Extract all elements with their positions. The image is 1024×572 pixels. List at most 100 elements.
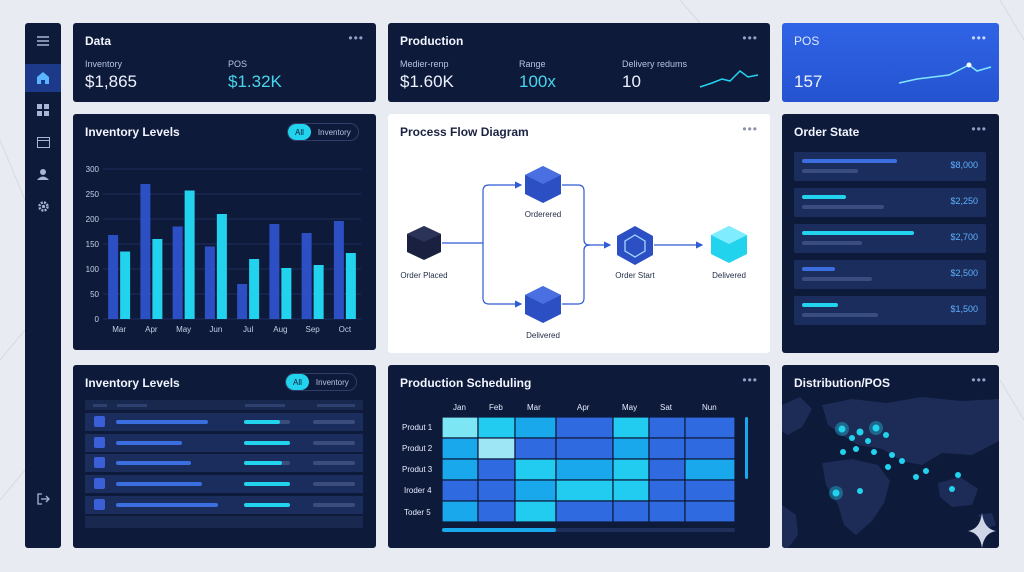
- bar-may-series1[interactable]: [172, 226, 183, 320]
- medier-label: Medier-renp: [400, 59, 449, 69]
- y-tick-label: 200: [86, 215, 100, 224]
- more-options-icon[interactable]: •••: [348, 31, 364, 45]
- user-icon[interactable]: [25, 160, 61, 188]
- bar-apr-series1[interactable]: [140, 184, 151, 319]
- delivery-label: Delivery redums: [622, 59, 688, 69]
- delivery-value: 10: [622, 72, 641, 91]
- toggle-inventory[interactable]: Inventory: [317, 127, 351, 137]
- bar-sep-series2[interactable]: [313, 265, 324, 319]
- calendar-icon[interactable]: [25, 128, 61, 156]
- inventory-label: Inventory: [85, 59, 123, 69]
- month-label: Sat: [660, 403, 673, 412]
- more-options-icon[interactable]: •••: [742, 31, 758, 45]
- grid-icon[interactable]: [25, 96, 61, 124]
- delivered-end-node: [711, 226, 747, 263]
- order-state-title: Order State: [794, 125, 860, 139]
- inventory-chart-card: Inventory Levels All Inventory 0 50 100 150…: [73, 114, 376, 350]
- bar-mar-series1[interactable]: [108, 235, 119, 319]
- toggle-inventory[interactable]: Inventory: [315, 377, 349, 387]
- x-tick-label: Mar: [112, 325, 126, 334]
- inventory-table-card: Inventory Levels All Inventory: [73, 365, 376, 548]
- order-amount: $8,000: [950, 160, 978, 170]
- inventory-chart-toggle: All Inventory: [287, 123, 359, 141]
- order-row[interactable]: $2,500: [794, 260, 986, 289]
- inventory-table-toggle: All Inventory: [285, 373, 357, 391]
- inventory-bar-chart: 0 50 100 150 200 250 300 Mar Apr May Jun Jul Aug Sep O…: [86, 165, 361, 334]
- flow-diagram: Order Placed Orderered Delivered Order S…: [400, 166, 747, 340]
- more-options-icon[interactable]: •••: [971, 31, 987, 45]
- bar-jul-series1[interactable]: [237, 284, 248, 319]
- table-row: [85, 475, 363, 493]
- order-start-node: [617, 226, 653, 265]
- x-tick-label: Aug: [273, 325, 287, 334]
- logout-icon[interactable]: [25, 485, 61, 513]
- more-options-icon[interactable]: •••: [971, 373, 987, 387]
- bar-aug-series1[interactable]: [269, 224, 280, 319]
- bar-aug-series2[interactable]: [281, 268, 292, 319]
- inventory-table-title: Inventory Levels: [85, 376, 180, 390]
- vertical-scrollbar[interactable]: [745, 417, 748, 479]
- production-card-title: Production: [400, 34, 464, 48]
- month-label: Feb: [489, 403, 503, 412]
- gear-icon[interactable]: [25, 192, 61, 220]
- process-flow-title: Process Flow Diagram: [400, 125, 529, 139]
- horizontal-scrollbar[interactable]: [442, 528, 556, 532]
- sidebar: [25, 23, 61, 548]
- month-label: Nun: [702, 403, 717, 412]
- toggle-all[interactable]: All: [286, 374, 309, 390]
- x-tick-label: Jul: [243, 325, 253, 334]
- ordered-label: Orderered: [525, 210, 561, 219]
- pos-card-value: 157: [794, 72, 823, 91]
- distribution-card: Distribution/POS •••: [782, 365, 999, 548]
- bar-oct-series2[interactable]: [345, 253, 356, 319]
- sparkle-icon: [968, 513, 996, 548]
- order-row[interactable]: $2,700: [794, 224, 986, 253]
- order-bar: [802, 159, 897, 163]
- x-tick-label: Apr: [145, 325, 158, 334]
- order-bar: [802, 195, 846, 199]
- bar-jul-series2[interactable]: [249, 259, 260, 319]
- bar-jun-series2[interactable]: [216, 214, 227, 319]
- more-options-icon[interactable]: •••: [742, 373, 758, 387]
- inventory-value: $1,865: [85, 72, 137, 91]
- more-options-icon[interactable]: •••: [971, 122, 987, 136]
- distribution-map: [782, 397, 999, 548]
- distribution-title: Distribution/POS: [794, 376, 890, 390]
- bar-jun-series1[interactable]: [204, 246, 215, 320]
- order-bar: [802, 303, 838, 307]
- pos-card: POS ••• 157: [782, 23, 999, 102]
- order-row[interactable]: $1,500: [794, 296, 986, 325]
- bar-apr-series2[interactable]: [152, 239, 163, 319]
- month-label: May: [622, 403, 638, 412]
- home-icon[interactable]: [25, 64, 61, 92]
- y-tick-label: 100: [86, 265, 100, 274]
- range-label: Range: [519, 59, 546, 69]
- bar-oct-series1[interactable]: [333, 221, 344, 319]
- order-row[interactable]: $2,250: [794, 188, 986, 217]
- schedule-heatmap: [441, 416, 748, 532]
- bar-sep-series1[interactable]: [301, 233, 312, 319]
- data-card-title: Data: [85, 34, 112, 48]
- y-tick-label: 50: [90, 290, 99, 299]
- y-tick-label: 300: [86, 165, 100, 174]
- toggle-all[interactable]: All: [288, 124, 311, 140]
- row-label: Produt 1: [402, 423, 433, 432]
- table-row: [85, 413, 363, 431]
- month-label: Apr: [577, 403, 590, 412]
- production-card: Production ••• Medier-renp $1.60K Range …: [388, 23, 770, 102]
- order-row[interactable]: $8,000: [794, 152, 986, 181]
- month-label: Jan: [453, 403, 466, 412]
- order-bar: [802, 267, 835, 271]
- scheduling-title: Production Scheduling: [400, 376, 532, 390]
- order-placed-node: [407, 226, 441, 260]
- row-label: Iroder 4: [404, 486, 432, 495]
- data-card: Data ••• Inventory $1,865 POS $1.32K: [73, 23, 376, 102]
- bar-mar-series2[interactable]: [120, 251, 131, 320]
- production-scheduling-card: Production Scheduling ••• Jan Feb Mar Ap…: [388, 365, 770, 548]
- more-options-icon[interactable]: •••: [742, 122, 758, 136]
- pos-card-title: POS: [794, 34, 820, 48]
- bar-may-series2[interactable]: [184, 190, 195, 320]
- month-label: Mar: [527, 403, 541, 412]
- menu-icon[interactable]: [25, 27, 61, 55]
